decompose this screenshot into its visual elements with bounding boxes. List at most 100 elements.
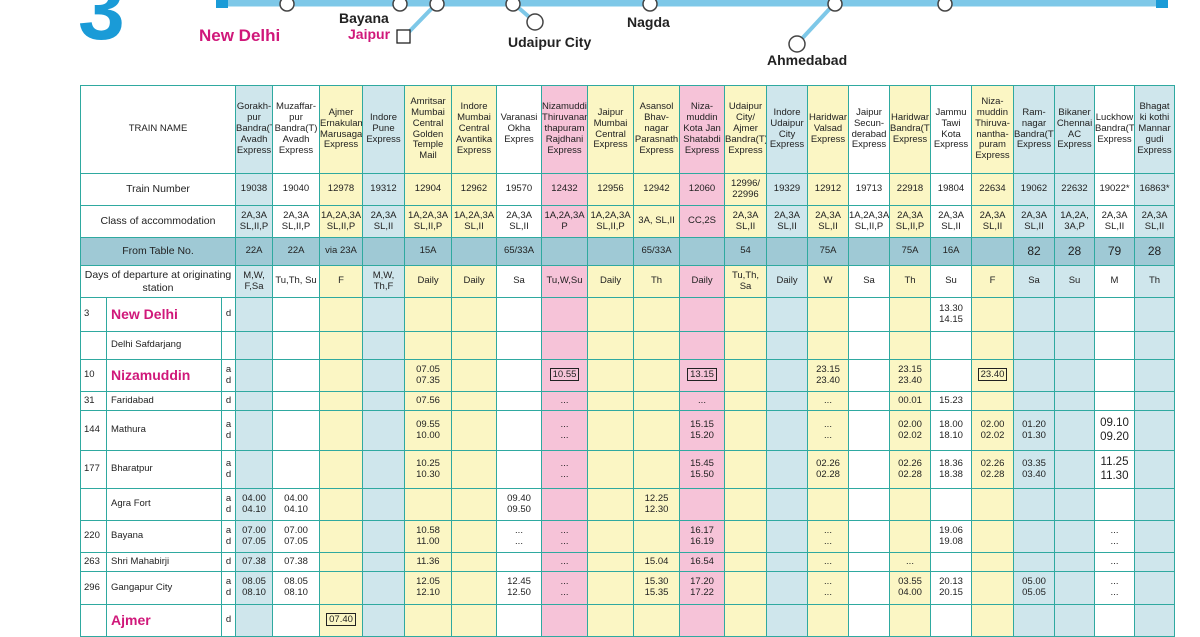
days-cell: Th [889,265,932,298]
km-cell: 31 [80,391,107,411]
time-cell [319,410,364,451]
time-cell [971,552,1015,572]
time-cell [404,297,453,332]
time-cell [766,410,809,451]
from_table-cell [848,237,891,266]
time-cell [362,571,406,605]
train_number-cell: 19022* [1094,173,1136,206]
days-cell: Daily [451,265,498,298]
train-name: Niza-muddin Kota Jan Shatabdi Express [679,85,726,174]
days-cell: Tu,Th, Sa [724,265,768,298]
station-marker [279,0,295,12]
time-cell [319,297,364,332]
from_table-cell: 28 [1054,237,1096,266]
boxed-time: 07.40 [326,613,356,627]
time-cell: ... [1094,552,1136,572]
train-name: Haridwar Valsad Express [807,85,850,174]
time-cell [679,604,726,637]
class-label: Class of accommodation [79,205,237,238]
class-cell: 2A,3A SL,II [766,205,809,238]
time-cell [496,359,543,392]
time-cell: 20.13 20.15 [930,571,973,605]
time-cell: ... [889,552,932,572]
time-cell [807,604,850,637]
time-cell [541,604,589,637]
from_table-cell: 75A [807,237,850,266]
station-row: 177 Bharatpur a d 10.25 10.30...... 15.45 15.50… [80,450,1176,489]
train_number-cell: 12962 [451,173,498,206]
time-cell [319,450,364,489]
time-cell [848,604,891,637]
time-cell [541,488,589,521]
time-cell [362,520,406,553]
time-cell [1013,297,1056,332]
time-cell [848,391,891,411]
time-cell: 23.15 23.40 [889,359,932,392]
station-row: 220 Bayana a d 07.00 07.05 07.00 07.05 10.58 11.0… [80,520,1176,553]
class-cell: 1A,2A, 3A,P [1054,205,1096,238]
days-cell: Daily [766,265,809,298]
train_number-cell: 12942 [633,173,681,206]
time-cell [1094,359,1136,392]
time-cell [272,297,321,332]
time-cell: ... [541,552,589,572]
km-cell: 220 [80,520,107,553]
time-cell [235,297,274,332]
class-cell: 1A,2A,3A SL,II,P [587,205,635,238]
station-row: 3 New Delhi d 13.30 14.15 [80,297,1176,332]
km-cell: 3 [80,297,107,332]
train-name: Amritsar Mumbai Central Golden Temple Ma… [404,85,453,174]
class-row: Class of accommodation 2A,3A SL,II,P 2A,3A… [79,205,1176,238]
time-cell [1013,604,1056,637]
days-cell: F [319,265,364,298]
station-new-delhi: New Delhi [199,26,281,45]
station-name: Mathura [106,410,222,451]
time-cell [1054,488,1096,521]
time-cell [1054,571,1096,605]
from_table-cell: 54 [724,237,768,266]
time-cell: ...... [1094,571,1136,605]
station-name: New Delhi [106,297,222,332]
time-cell [404,331,453,360]
station-row: Ajmer d 07.40 [80,604,1176,637]
time-cell [848,552,891,572]
time-cell: 11.25 11.30 [1094,450,1136,489]
from_table-cell: 22A [272,237,321,266]
branch-ahmedabad [795,1,837,46]
time-cell [362,604,406,637]
class-cell: 2A,3A SL,II [362,205,406,238]
time-cell [496,297,543,332]
time-cell [848,488,891,521]
time-cell [362,297,406,332]
time-cell: 10.55 [541,359,589,392]
time-cell [807,488,850,521]
time-cell [496,604,543,637]
time-cell [766,571,809,605]
time-cell [1054,331,1096,360]
station-name: Delhi Safdarjang [106,331,222,360]
train_number-cell: 19713 [848,173,891,206]
time-cell [971,297,1015,332]
station-name: Nizamuddin [106,359,222,392]
class-cell: 1A,2A,3A P [541,205,589,238]
days-cell: Daily [404,265,453,298]
time-cell [451,604,498,637]
station-udaipur-city: Udaipur City [508,34,592,50]
time-cell [1054,552,1096,572]
time-cell [362,488,406,521]
time-cell: ...... [496,520,543,553]
time-cell: 02.26 02.28 [889,450,932,489]
train_number-cell: 12912 [807,173,850,206]
class-cell: 2A,3A SL,II [807,205,850,238]
km-cell [80,604,107,637]
time-cell [1054,450,1096,489]
train-name: Bhagat ki kothi Mannar gudi Express [1134,85,1176,174]
station-row: Delhi Safdarjang [80,331,1176,360]
time-cell: 10.58 11.00 [404,520,453,553]
class-cell: 2A,3A SL,II,P [272,205,321,238]
station-row: 144 Mathura a d 09.55 10.00...... 15.15 15.20..… [80,410,1176,451]
train_number-row: Train Number 19038 19040 12978 19312 12904 129… [79,173,1176,206]
time-cell [633,450,681,489]
